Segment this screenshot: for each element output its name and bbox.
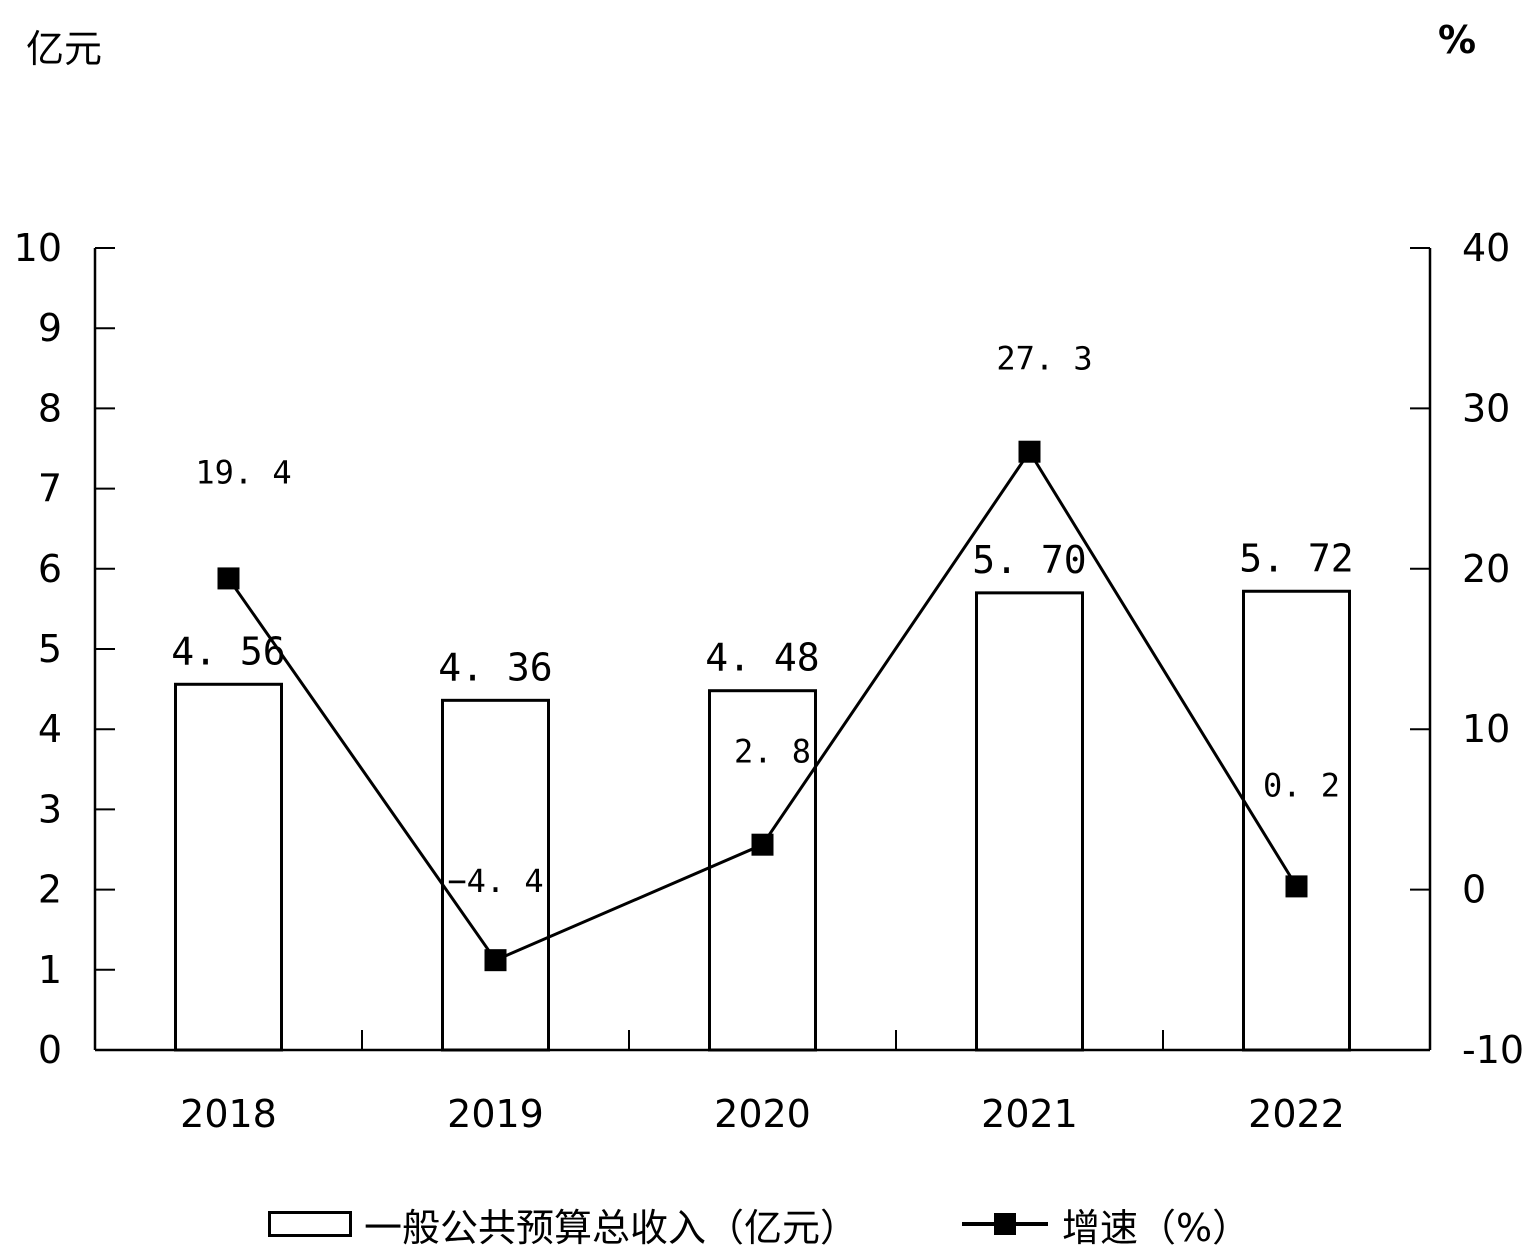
x-tick-label: 2019 bbox=[447, 1092, 544, 1136]
left-tick-label: 3 bbox=[38, 787, 62, 831]
growth-value-label: 2. 8 bbox=[734, 733, 811, 771]
right-tick-label: 10 bbox=[1462, 707, 1510, 751]
right-tick-label: 0 bbox=[1462, 868, 1486, 912]
left-tick-label: 10 bbox=[14, 226, 62, 270]
legend-bar-swatch bbox=[268, 1211, 352, 1237]
left-tick-label: 1 bbox=[38, 948, 62, 992]
legend-line-swatch bbox=[962, 1209, 1048, 1239]
growth-marker bbox=[217, 567, 240, 590]
bar bbox=[1242, 589, 1351, 1052]
right-tick-label: -10 bbox=[1462, 1028, 1524, 1072]
growth-marker bbox=[1285, 875, 1308, 898]
bar-value-label: 4. 48 bbox=[705, 636, 819, 680]
bar-value-label: 5. 72 bbox=[1239, 536, 1353, 580]
right-tick-label: 40 bbox=[1462, 226, 1510, 270]
growth-value-label: 19. 4 bbox=[195, 453, 291, 491]
bar bbox=[174, 682, 283, 1052]
bar-value-label: 4. 36 bbox=[438, 645, 552, 689]
left-tick-label: 6 bbox=[38, 547, 62, 591]
right-tick-label: 20 bbox=[1462, 547, 1510, 591]
x-tick-label: 2020 bbox=[714, 1092, 811, 1136]
right-axis-unit: % bbox=[1438, 18, 1477, 62]
growth-value-label: 0. 2 bbox=[1263, 766, 1340, 804]
left-tick-label: 4 bbox=[38, 707, 62, 751]
left-tick-label: 0 bbox=[38, 1028, 62, 1072]
x-tick-label: 2022 bbox=[1248, 1092, 1345, 1136]
growth-marker bbox=[484, 949, 507, 972]
left-tick-label: 7 bbox=[38, 467, 62, 511]
growth-value-label: 27. 3 bbox=[996, 340, 1092, 378]
growth-value-label: −4. 4 bbox=[447, 862, 543, 900]
x-tick-label: 2021 bbox=[981, 1092, 1078, 1136]
right-tick-label: 30 bbox=[1462, 386, 1510, 430]
bar bbox=[708, 689, 817, 1052]
left-axis-unit: 亿元 bbox=[26, 27, 103, 71]
left-tick-label: 9 bbox=[38, 306, 62, 350]
legend-item-line: 增速（%） bbox=[962, 1196, 1250, 1252]
x-tick-label: 2018 bbox=[180, 1092, 277, 1136]
legend-line-label: 增速（%） bbox=[1062, 1205, 1251, 1250]
bar-value-label: 5. 70 bbox=[972, 538, 1086, 582]
legend-bar-label: 一般公共预算总收入（亿元） bbox=[364, 1205, 859, 1250]
left-tick-label: 2 bbox=[38, 868, 62, 912]
growth-marker bbox=[1018, 440, 1041, 463]
growth-marker bbox=[751, 833, 774, 856]
bar bbox=[975, 591, 1084, 1052]
legend-item-bar: 一般公共预算总收入（亿元） bbox=[268, 1196, 858, 1252]
left-tick-label: 5 bbox=[38, 627, 62, 671]
bar bbox=[441, 698, 550, 1052]
left-tick-label: 8 bbox=[38, 386, 62, 430]
bar-value-label: 4. 56 bbox=[171, 629, 285, 673]
